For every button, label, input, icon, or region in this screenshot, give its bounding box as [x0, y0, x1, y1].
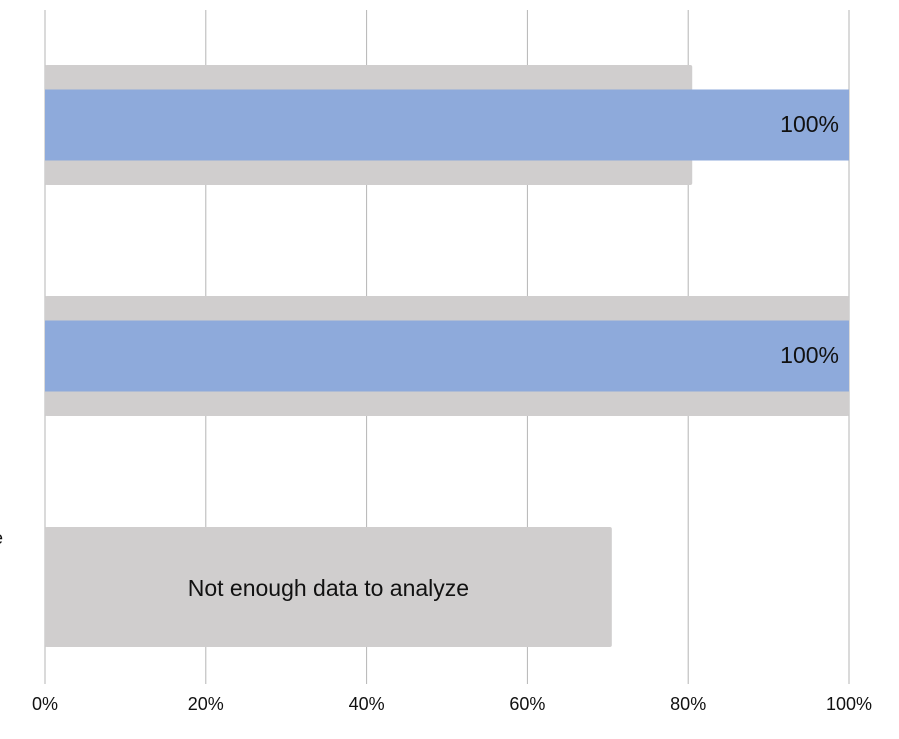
x-tick-label: 60%	[509, 694, 545, 714]
category-label: e	[0, 528, 3, 548]
data-label: 100%	[780, 342, 839, 368]
x-tick-label: 20%	[188, 694, 224, 714]
x-tick-label: 100%	[826, 694, 872, 714]
x-tick-label: 80%	[670, 694, 706, 714]
bar	[45, 527, 612, 647]
x-tick-label: 0%	[32, 694, 58, 714]
bar	[45, 320, 849, 392]
annotation: Not enough data to analyze	[188, 575, 469, 601]
bar	[45, 89, 849, 161]
x-tick-label: 40%	[349, 694, 385, 714]
data-label: 100%	[780, 111, 839, 137]
